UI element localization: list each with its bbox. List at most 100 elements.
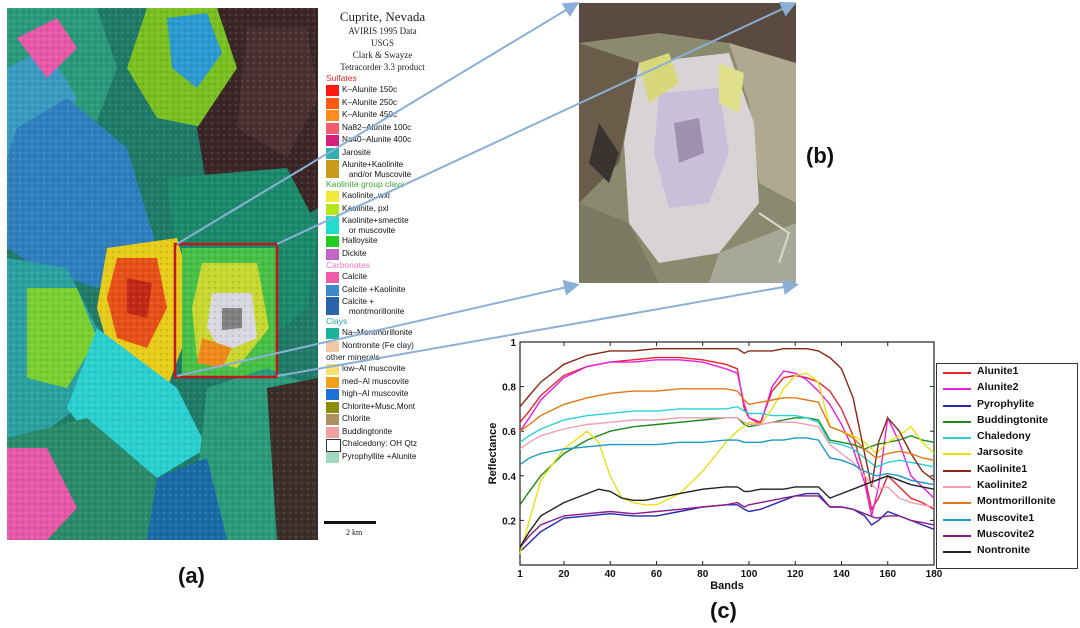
legend-item-label: Calcite +Kaolinite — [342, 284, 406, 294]
connector-arrow-4 — [276, 279, 799, 377]
x-tick-label: 40 — [605, 569, 617, 580]
legend-item-label: med–Al muscovite — [342, 376, 409, 386]
legend-subtitle-3: Clark & Swayze — [352, 50, 413, 60]
series-line-kaolinite2 — [519, 417, 935, 508]
legend-item: Na–Montmorillonite — [320, 327, 445, 340]
legend-item: Na82–Alunite 100c — [320, 122, 445, 135]
legend-item: med–Al muscovite — [320, 376, 445, 389]
legend-groups: Sulfates K–Alunite 150c K–Alunite 250c K–Al… — [320, 73, 445, 463]
legend-swatch — [326, 122, 339, 134]
series-line-kaolinite1 — [519, 348, 935, 488]
panel-label-a: (a) — [178, 563, 205, 588]
chart-legend-line — [943, 518, 971, 521]
legend-item-label: Kaolinite, wxl — [342, 191, 390, 200]
scale-bar: 2 km N — [324, 521, 376, 537]
legend-item-label: Calcite + montmorillonite — [342, 297, 405, 316]
legend-item-label: Kaolinite, pxl — [342, 203, 389, 213]
legend-swatch — [326, 297, 339, 315]
chart-legend-line — [943, 534, 971, 537]
chart-legend-label: Kaolinite1 — [977, 462, 1028, 475]
series-line-muscovite2 — [519, 495, 935, 548]
legend-swatch — [326, 272, 339, 283]
x-tick-label: 140 — [833, 569, 850, 580]
legend-item-label: Na–Montmorillonite — [342, 328, 413, 337]
legend-item-label: K–Alunite 450c — [342, 110, 398, 119]
legend-group-label: Kaolinite group clays — [326, 179, 405, 189]
legend-swatch — [326, 160, 339, 178]
chart-legend-item: Pyrophylite — [937, 397, 1077, 413]
y-tick-label: 0.4 — [502, 472, 516, 483]
legend-item-label: Chalcedony: OH Qtz — [342, 439, 418, 448]
legend-swatch — [326, 401, 339, 413]
legend-item-label: Kaolinite+smectite or muscovite — [342, 216, 409, 235]
chart-legend-item: Alunite2 — [937, 380, 1077, 396]
chart-legend-item: Montmorillonite — [937, 494, 1077, 510]
chart-legend-item: Jarsosite — [937, 445, 1077, 461]
legend-item-label: Calcite — [342, 272, 368, 281]
legend-swatch — [326, 203, 339, 215]
legend-item: Halloysite — [320, 235, 445, 248]
chart-legend: Alunite1 Alunite2 Pyrophylite Buddingtonite… — [936, 363, 1078, 569]
connector-arrow-3 — [176, 279, 580, 377]
legend-item: high–Al muscovite — [320, 388, 445, 401]
chart-legend-item: Alunite1 — [937, 364, 1077, 380]
y-tick-label: 1 — [510, 338, 516, 349]
legend-item: Kaolinite, wxl — [320, 190, 445, 203]
legend-item: Na40–Alunite 400c — [320, 134, 445, 147]
legend-group-label: Sulfates — [326, 73, 357, 83]
legend-item-label: Nontronite (Fe clay) — [342, 340, 414, 350]
chart-legend-line — [943, 502, 971, 505]
x-tick-label: 180 — [926, 569, 943, 580]
chart-legend-line — [943, 404, 971, 407]
chart-legend-label: Jarsosite — [977, 446, 1024, 459]
series-line-pyrophylite — [519, 492, 935, 553]
legend-item: K–Alunite 150c — [320, 84, 445, 97]
chart-legend-item: Nontronite — [937, 543, 1077, 559]
scale-bar-line — [324, 521, 376, 524]
legend-item: low–Al muscovite — [320, 363, 445, 376]
x-tick-label: 80 — [697, 569, 709, 580]
legend-item-label: K–Alunite 250c — [342, 97, 398, 107]
chart-legend-label: Pyrophylite — [977, 397, 1035, 410]
chart-legend-label: Alunite1 — [977, 365, 1019, 377]
aerial-photo-graphic — [579, 3, 796, 283]
legend-item: Alunite+Kaolinite and/or Muscovite — [320, 159, 445, 179]
series-line-muscovite1 — [519, 437, 935, 486]
panel-label-b: (b) — [806, 143, 835, 168]
x-tick-label: 20 — [558, 569, 570, 580]
connector-arrow-1 — [176, 1, 580, 245]
chart-legend-line — [943, 372, 971, 374]
legend-item-label: Pyrophyllite +Alunite — [342, 451, 417, 461]
legend-swatch — [326, 135, 339, 146]
y-axis-label: Reflectance — [487, 423, 499, 485]
y-tick-label: 0.8 — [502, 383, 516, 394]
legend-swatch — [326, 97, 339, 109]
chart-legend-label: Buddingtonite — [977, 413, 1049, 426]
series-line-jarsosite — [519, 372, 935, 554]
legend-group-label: other minerals — [326, 352, 380, 362]
x-tick-label: 160 — [879, 569, 896, 580]
y-tick-label: 0.6 — [502, 427, 516, 438]
legend-swatch — [326, 147, 339, 159]
x-tick-label: 60 — [651, 569, 663, 580]
plot-area — [519, 341, 935, 566]
legend-item: Calcite — [320, 271, 445, 284]
scale-label: 2 km — [346, 528, 363, 537]
chart-legend-label: Chaledony — [977, 430, 1031, 443]
chart-legend-item: Muscovite2 — [937, 527, 1077, 543]
legend-item: K–Alunite 250c — [320, 97, 445, 110]
legend-item: Kaolinite, pxl — [320, 203, 445, 216]
chart-legend-label: Muscovite1 — [977, 511, 1035, 524]
chart-legend-line — [943, 551, 971, 554]
legend-item: Chlorite — [320, 413, 445, 426]
legend-item: Buddingtonite — [320, 426, 445, 439]
legend-item-label: Chlorite — [342, 414, 371, 423]
chart-legend-label: Montmorillonite — [977, 495, 1056, 508]
aerial-photo — [579, 3, 796, 283]
y-tick-label: 0.2 — [502, 516, 516, 527]
panel-label-c: (c) — [710, 598, 737, 623]
x-axis-label: Bands — [710, 580, 744, 592]
chart-legend-label: Kaolinite2 — [977, 479, 1028, 492]
legend-swatch — [326, 389, 339, 400]
